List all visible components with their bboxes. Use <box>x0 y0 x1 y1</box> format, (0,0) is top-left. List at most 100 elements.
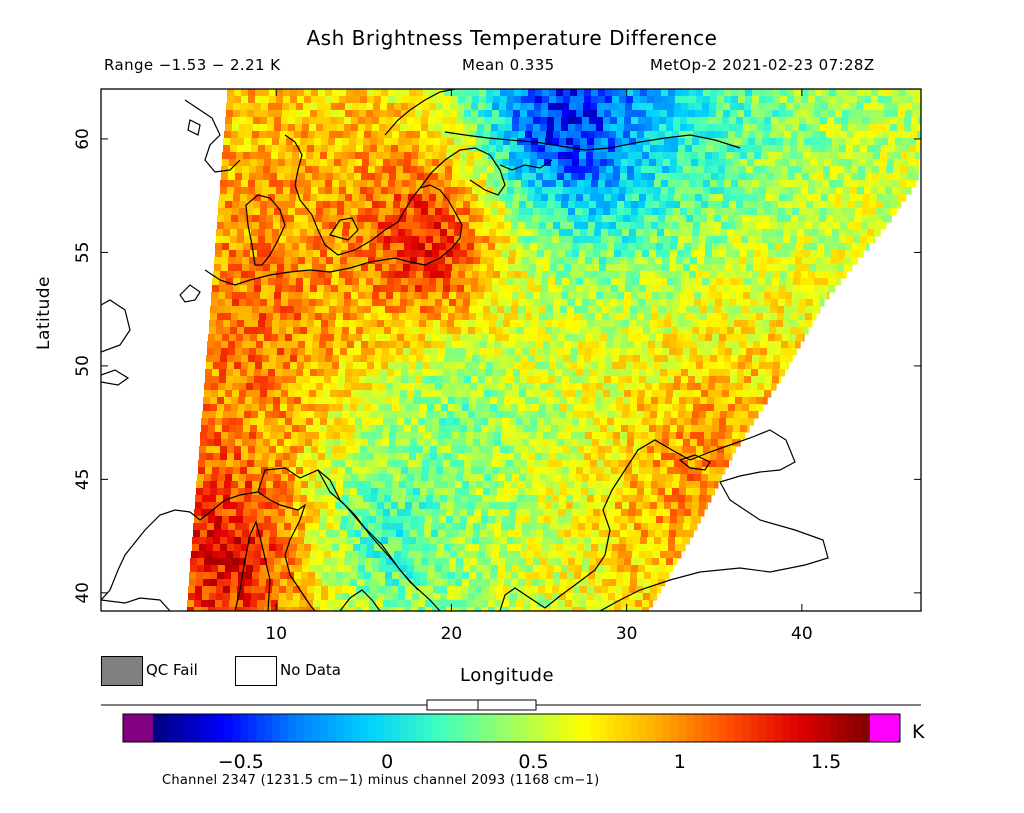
heatmap-cell <box>523 418 531 426</box>
heatmap-cell <box>722 292 730 300</box>
heatmap-cell <box>313 250 321 258</box>
heatmap-cell <box>264 243 272 251</box>
heatmap-cell <box>391 327 399 335</box>
heatmap-cell <box>639 369 647 377</box>
heatmap-cell <box>777 313 785 321</box>
heatmap-cell <box>218 208 226 216</box>
heatmap-cell <box>659 292 667 300</box>
heatmap-cell <box>388 362 396 370</box>
heatmap-cell <box>858 173 866 181</box>
heatmap-cell <box>430 453 438 461</box>
heatmap-cell <box>582 201 590 209</box>
heatmap-cell <box>595 222 603 230</box>
heatmap-cell <box>800 110 808 118</box>
heatmap-cell <box>545 411 553 419</box>
heatmap-cell <box>277 432 285 440</box>
heatmap-cell <box>779 110 787 118</box>
heatmap-cell <box>659 201 667 209</box>
heatmap-cell <box>220 187 228 195</box>
heatmap-cell <box>288 117 296 125</box>
heatmap-cell <box>552 327 560 335</box>
heatmap-cell <box>704 173 712 181</box>
heatmap-cell <box>658 306 666 314</box>
heatmap-cell <box>310 194 318 202</box>
heatmap-cell <box>820 124 828 132</box>
heatmap-cell <box>685 327 693 335</box>
heatmap-cell <box>222 425 230 433</box>
heatmap-cell <box>464 467 472 475</box>
heatmap-cell <box>654 446 662 454</box>
heatmap-cell <box>856 103 864 111</box>
heatmap-cell <box>529 432 537 440</box>
heatmap-cell <box>341 418 349 426</box>
heatmap-cell <box>665 404 673 412</box>
heatmap-cell <box>700 313 708 321</box>
heatmap-cell <box>339 446 347 454</box>
heatmap-cell <box>866 152 874 160</box>
heatmap-cell <box>561 292 569 300</box>
heatmap-cell <box>258 327 266 335</box>
heatmap-cell <box>905 194 907 202</box>
heatmap-cell <box>619 96 627 104</box>
heatmap-cell <box>367 362 375 370</box>
heatmap-cell <box>576 369 584 377</box>
heatmap-cell <box>333 257 341 265</box>
heatmap-cell <box>722 124 730 132</box>
heatmap-cell <box>842 110 850 118</box>
heatmap-cell <box>594 138 602 146</box>
heatmap-cell <box>724 271 732 279</box>
heatmap-cell <box>347 439 355 447</box>
heatmap-cell <box>416 362 424 370</box>
heatmap-cell <box>653 467 661 475</box>
heatmap-cell <box>836 96 844 104</box>
heatmap-cell <box>415 369 423 377</box>
heatmap-cell <box>298 432 306 440</box>
heatmap-cell <box>804 236 812 244</box>
heatmap-cell <box>304 89 312 97</box>
heatmap-cell <box>400 124 408 132</box>
heatmap-cell <box>829 89 837 97</box>
heatmap-cell <box>336 222 344 230</box>
heatmap-cell <box>845 159 853 167</box>
heatmap-cell <box>290 271 298 279</box>
heatmap-cell <box>811 236 819 244</box>
heatmap-cell <box>575 208 583 216</box>
heatmap-cell <box>416 89 424 97</box>
heatmap-cell <box>277 166 285 174</box>
heatmap-cell <box>713 320 721 328</box>
heatmap-cell <box>444 180 452 188</box>
heatmap-cell <box>386 117 394 125</box>
heatmap-cell <box>405 229 413 237</box>
heatmap-cell <box>613 432 621 440</box>
heatmap-cell <box>463 208 471 216</box>
heatmap-cell <box>487 439 495 447</box>
heatmap-cell <box>478 110 486 118</box>
heatmap-cell <box>463 117 471 125</box>
heatmap-cell <box>698 243 706 251</box>
heatmap-cell <box>435 208 443 216</box>
heatmap-cell <box>418 152 426 160</box>
heatmap-cell <box>522 264 530 272</box>
heatmap-cell <box>579 250 587 258</box>
heatmap-cell <box>760 348 768 356</box>
heatmap-cell <box>366 285 374 293</box>
heatmap-cell <box>448 306 456 314</box>
heatmap-cell <box>582 292 590 300</box>
heatmap-cell <box>330 208 338 216</box>
heatmap-cell <box>722 201 730 209</box>
heatmap-cell <box>840 215 848 223</box>
heatmap-cell <box>634 432 642 440</box>
heatmap-cell <box>835 194 843 202</box>
heatmap-cell <box>399 313 407 321</box>
heatmap-cell <box>549 271 557 279</box>
heatmap-cell <box>379 201 387 209</box>
heatmap-cell <box>633 89 641 97</box>
heatmap-cell <box>281 201 289 209</box>
heatmap-cell <box>350 397 358 405</box>
heatmap-cell <box>827 117 835 125</box>
heatmap-cell <box>224 397 232 405</box>
heatmap-cell <box>610 383 618 391</box>
heatmap-cell <box>770 222 778 230</box>
heatmap-cell <box>511 397 519 405</box>
heatmap-cell <box>541 369 549 377</box>
